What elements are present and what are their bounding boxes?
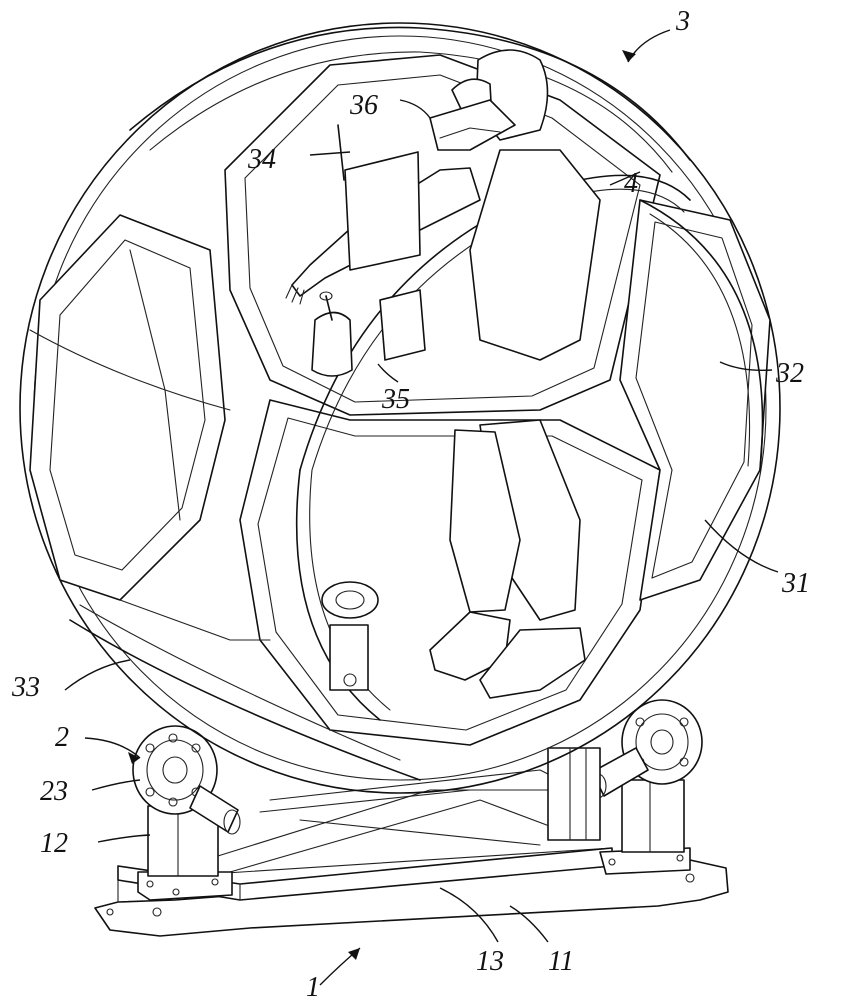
label-34: 34 bbox=[247, 144, 276, 175]
label-32: 32 bbox=[775, 358, 804, 389]
label-33: 33 bbox=[11, 672, 40, 703]
pilot-figure bbox=[285, 49, 601, 699]
label-36: 36 bbox=[349, 90, 378, 121]
label-1: 1 bbox=[306, 972, 320, 1000]
label-31: 31 bbox=[781, 568, 810, 599]
label-11: 11 bbox=[548, 946, 574, 977]
label-35: 35 bbox=[381, 384, 410, 415]
leader-lines bbox=[64, 29, 779, 986]
label-12: 12 bbox=[40, 828, 68, 859]
cockpit-controls bbox=[311, 99, 516, 691]
reference-numerals: 3 4 32 31 33 34 36 35 2 23 12 13 11 1 bbox=[11, 6, 810, 1000]
left-roller-support bbox=[132, 725, 241, 901]
label-3: 3 bbox=[675, 6, 690, 37]
label-4: 4 bbox=[624, 168, 638, 199]
base-frame bbox=[94, 769, 729, 937]
label-13: 13 bbox=[476, 946, 504, 977]
right-roller-support bbox=[547, 699, 703, 875]
label-2: 2 bbox=[55, 722, 69, 753]
label-23: 23 bbox=[40, 776, 68, 807]
